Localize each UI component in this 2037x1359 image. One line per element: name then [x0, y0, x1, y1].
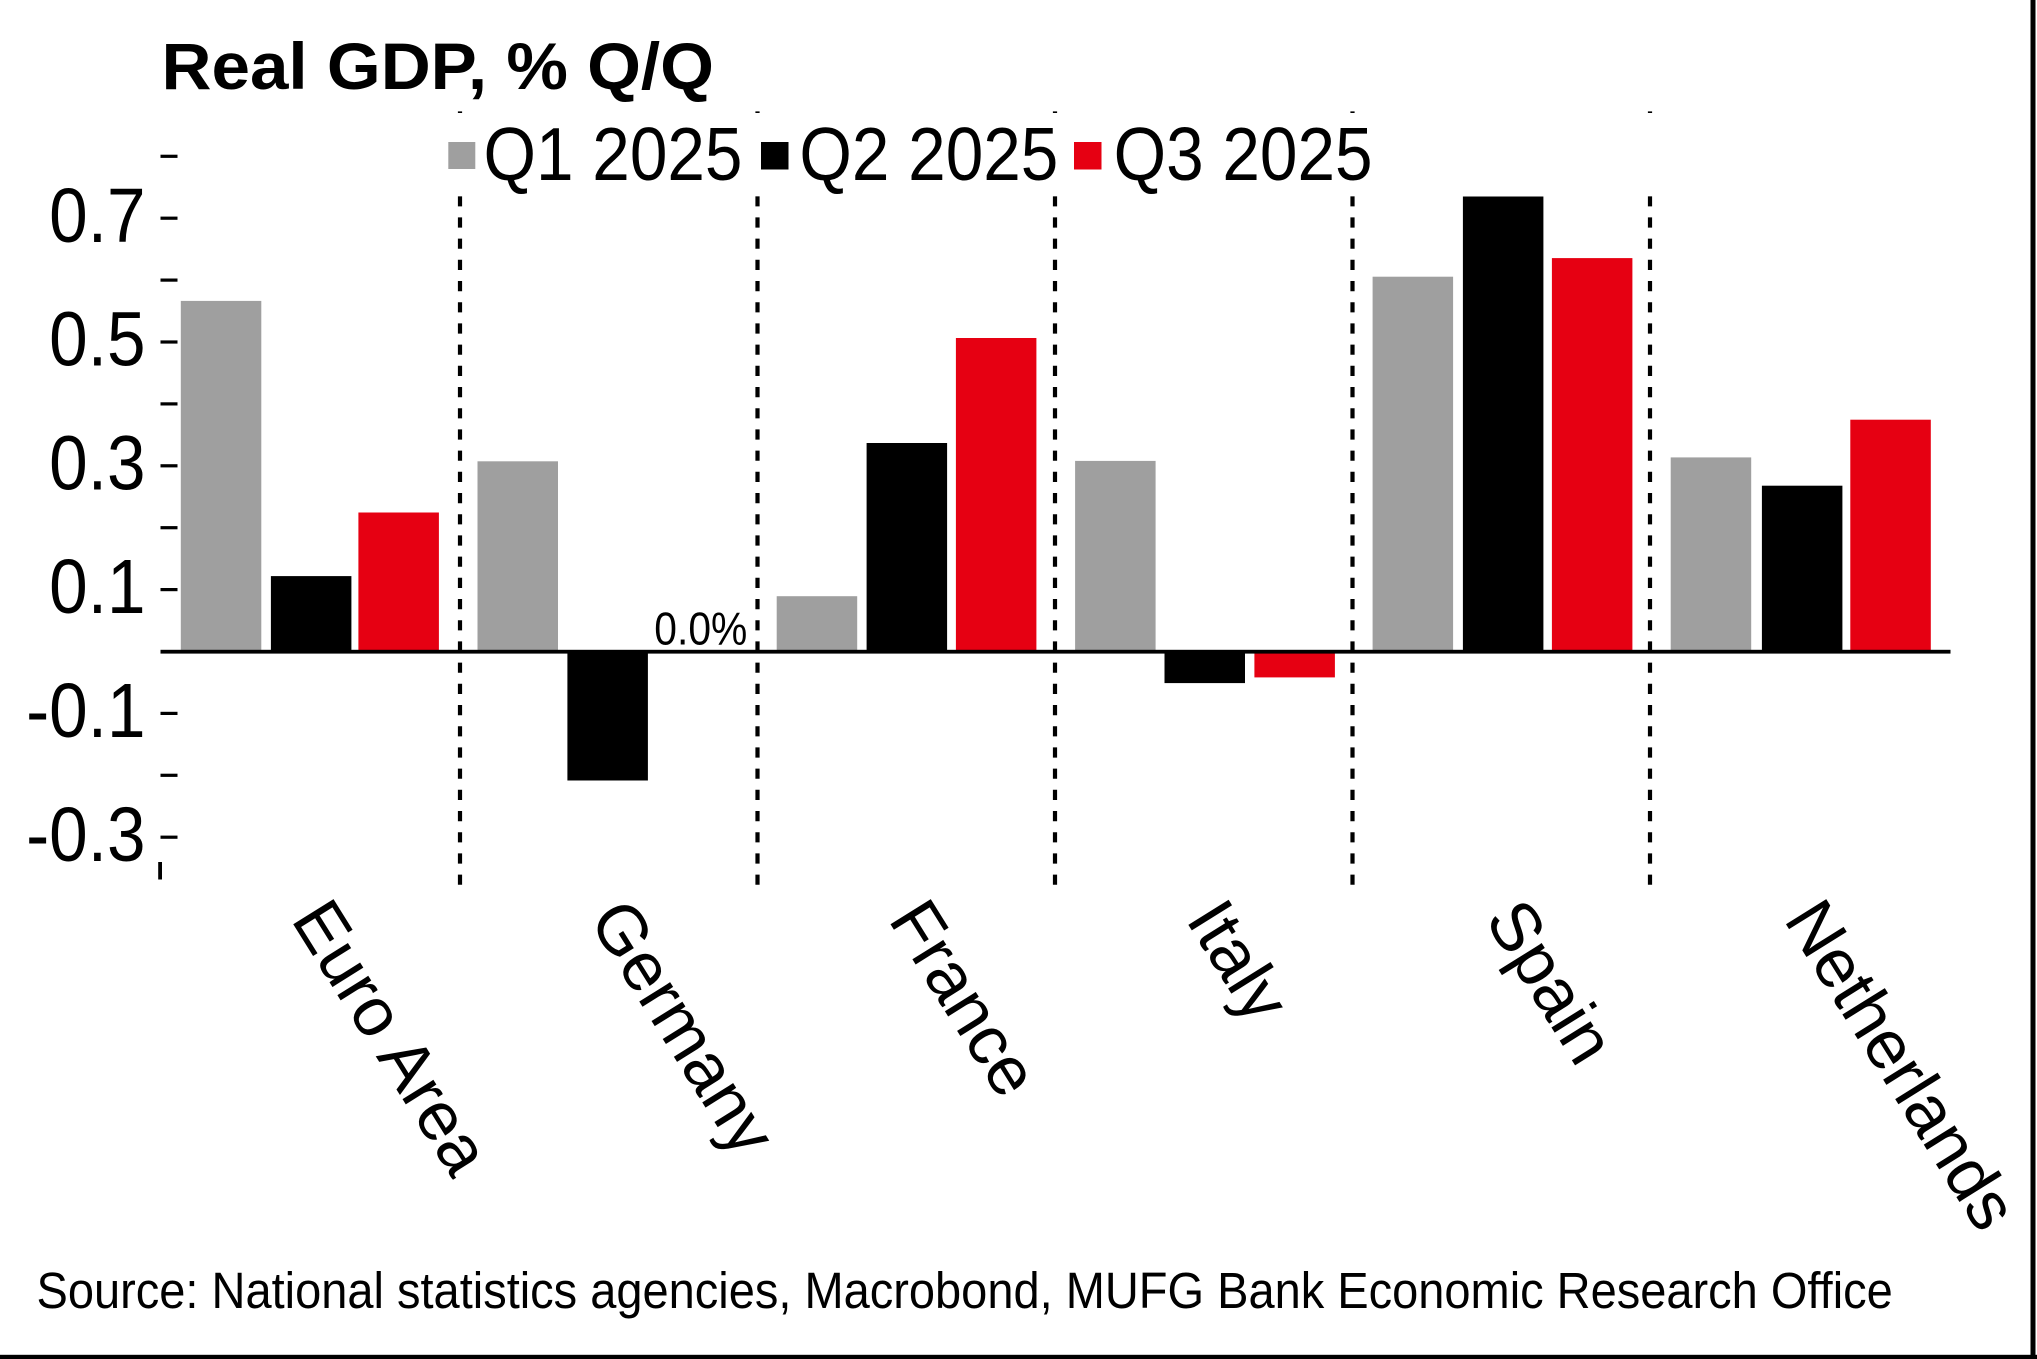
- svg-text:Real GDP, % Q/Q: Real GDP, % Q/Q: [162, 31, 714, 104]
- svg-text:0.5: 0.5: [49, 297, 145, 382]
- svg-text:-0.1: -0.1: [26, 669, 145, 754]
- svg-text:Q3 2025: Q3 2025: [1114, 113, 1373, 197]
- svg-text:0.1: 0.1: [49, 545, 145, 630]
- svg-text:-0.3: -0.3: [26, 793, 145, 878]
- svg-text:0.7: 0.7: [49, 174, 145, 259]
- svg-text:0.0%: 0.0%: [654, 604, 747, 655]
- svg-text:Source: National statistics ag: Source: National statistics agencies, Ma…: [37, 1262, 1893, 1319]
- svg-text:Q1 2025: Q1 2025: [484, 113, 743, 197]
- svg-text:0.3: 0.3: [49, 421, 145, 506]
- svg-text:Q2 2025: Q2 2025: [799, 113, 1058, 197]
